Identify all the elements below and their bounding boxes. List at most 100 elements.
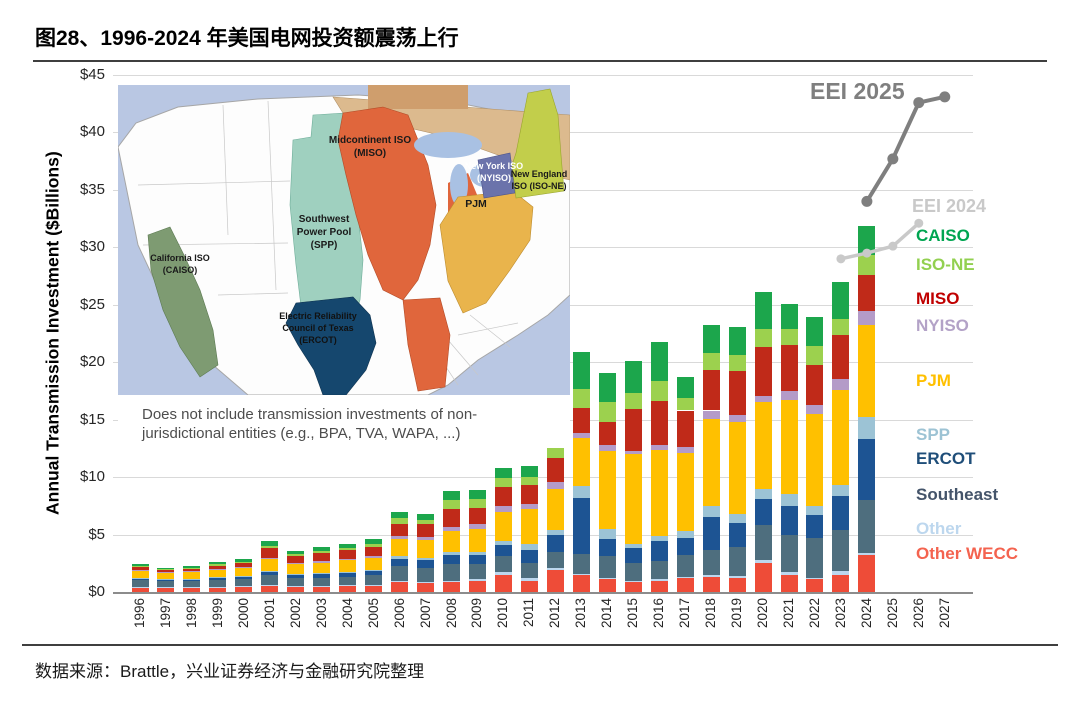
bar-segment-spp	[676, 531, 694, 539]
bar-segment-other	[546, 567, 564, 571]
bar-segment-nyiso	[468, 524, 486, 529]
bar-segment-iso-ne	[183, 567, 201, 569]
bar-segment-other-wecc	[832, 574, 850, 592]
bar-segment-iso-ne	[650, 380, 668, 402]
bar-segment-other	[209, 586, 227, 588]
bar-segment-caiso	[728, 326, 746, 356]
bar-segment-southeast	[598, 556, 616, 579]
x-tick-label: 1997	[157, 598, 173, 629]
bar-segment-nyiso	[780, 390, 798, 401]
bar-segment-southeast	[676, 555, 694, 578]
bar-segment-other	[650, 579, 668, 581]
bar-segment-other-wecc	[728, 578, 746, 592]
bar-segment-iso-ne	[728, 355, 746, 372]
bar-segment-nyiso	[832, 379, 850, 390]
bar-segment-miso	[443, 509, 461, 527]
legend-label-miso: MISO	[916, 289, 960, 308]
bar-segment-spp	[494, 541, 512, 545]
bar-segment-miso	[287, 555, 305, 563]
bar-segment-spp	[806, 505, 824, 516]
bar-segment-spp	[572, 486, 590, 498]
bar-segment-other-wecc	[468, 580, 486, 592]
bar-segment-other	[624, 580, 642, 582]
bar-segment-spp	[754, 488, 772, 499]
bar-segment-nyiso	[183, 571, 201, 573]
bar-segment-iso-ne	[676, 397, 694, 411]
y-tick-label: $30	[79, 238, 105, 256]
bar-segment-pjm	[235, 567, 253, 576]
bar-segment-pjm	[546, 488, 564, 530]
bar-segment-iso-ne	[391, 518, 409, 525]
bar-segment-pjm	[728, 421, 746, 514]
bar-segment-iso-ne	[235, 561, 253, 563]
bar-segment-other	[520, 578, 538, 581]
bar-segment-other-wecc	[780, 574, 798, 592]
x-tick-label: 2012	[547, 598, 563, 629]
legend-label-otherwecc: Other WECC	[916, 544, 1018, 563]
bar-segment-miso	[702, 370, 720, 411]
bar-segment-other	[365, 584, 383, 586]
bar-segment-other	[494, 572, 512, 575]
bar-segment-ercot	[313, 574, 331, 578]
trend-point	[836, 254, 846, 264]
legend-label-caiso: CAISO	[916, 226, 970, 245]
y-tick-label: $0	[88, 583, 105, 600]
bar-segment-southeast	[365, 575, 383, 585]
bar-segment-iso-ne	[365, 543, 383, 547]
map-region-labels: Midcontinent ISO (MISO) New York ISO (NYISO…	[150, 135, 567, 345]
bar-segment-spp	[183, 578, 201, 580]
trend-point	[939, 91, 951, 103]
bar-segment-other-wecc	[520, 580, 538, 592]
trend-point	[913, 97, 925, 109]
map-label-ercot: Council of Texas	[282, 323, 353, 333]
map-inset: Midcontinent ISO (MISO) New York ISO (NYISO…	[117, 85, 571, 448]
region-miso-south	[402, 297, 451, 392]
bar-segment-caiso	[598, 372, 616, 403]
gridline	[113, 75, 973, 76]
bar-segment-miso	[131, 566, 149, 570]
bar-segment-other	[443, 580, 461, 582]
us-iso-map: Midcontinent ISO (MISO) New York ISO (NYISO…	[117, 85, 571, 396]
bar-segment-southeast	[754, 525, 772, 560]
bar-segment-iso-ne	[261, 546, 279, 549]
bar-segment-nyiso	[572, 433, 590, 439]
bar-segment-ercot	[520, 549, 538, 564]
bar-segment-miso	[157, 569, 175, 572]
bar-segment-pjm	[468, 528, 486, 552]
bar-segment-pjm	[624, 454, 642, 544]
bar-segment-spp	[728, 513, 746, 524]
legend-label-eei2024: EEI 2024	[912, 196, 987, 216]
map-label-ercot: Electric Reliability	[279, 311, 357, 321]
bar-segment-southeast	[391, 565, 409, 581]
map-label-nyiso: New York ISO	[465, 161, 523, 171]
bar-segment-spp	[520, 543, 538, 550]
bar-segment-other-wecc	[313, 586, 331, 592]
bar-segment-caiso	[365, 539, 383, 544]
bar-segment-southeast	[702, 549, 720, 575]
bar-segment-spp	[858, 417, 876, 440]
bar-segment-nyiso	[858, 310, 876, 326]
y-tick-label: $20	[79, 353, 105, 371]
bar-segment-caiso	[650, 341, 668, 381]
map-label-miso: (MISO)	[354, 148, 386, 159]
x-tick-label: 1996	[132, 598, 147, 629]
bar-segment-iso-ne	[754, 328, 772, 348]
bar-segment-ercot	[702, 517, 720, 550]
bar-segment-iso-ne	[157, 569, 175, 570]
bar-segment-caiso	[832, 281, 850, 319]
y-tick-label: $25	[79, 295, 105, 313]
bar-segment-spp	[235, 575, 253, 577]
bar-segment-other-wecc	[261, 585, 279, 592]
x-tick-label: 2006	[391, 598, 407, 629]
bar-segment-miso	[780, 345, 798, 391]
bar-segment-nyiso	[624, 450, 642, 455]
bar-segment-nyiso	[209, 569, 227, 571]
bar-segment-southeast	[494, 556, 512, 573]
trend-point	[888, 241, 898, 251]
region-caiso	[147, 226, 219, 378]
x-tick-label: 2011	[521, 598, 537, 628]
bar-segment-southeast	[546, 551, 564, 568]
bar-segment-other-wecc	[494, 574, 512, 592]
bar-segment-ercot	[209, 577, 227, 580]
bar-segment-caiso	[702, 325, 720, 354]
